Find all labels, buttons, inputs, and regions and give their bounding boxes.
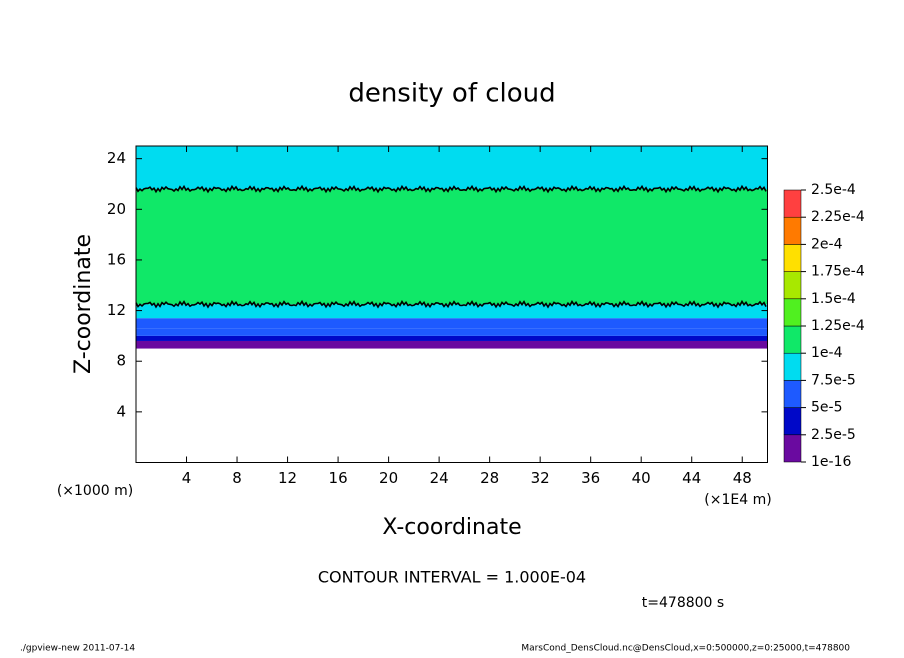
colorbar-label: 2.5e-5: [811, 427, 856, 443]
field-band: [136, 189, 768, 305]
field-band: [136, 304, 768, 319]
footer-right: MarsCond_DensCloud.nc@DensCloud,x=0:5000…: [521, 644, 850, 654]
colorbar-box: [783, 380, 802, 408]
x-axis-label: X-coordinate: [382, 515, 521, 540]
x-tick-label: 24: [430, 469, 449, 487]
field-band: [136, 146, 768, 190]
y-unit: (×1000 m): [57, 483, 133, 499]
colorbar-label: 1e-16: [811, 454, 851, 470]
colorbar-box: [783, 216, 802, 245]
contour-line: [135, 184, 767, 194]
field-band: [136, 318, 768, 329]
x-tick-label: 48: [733, 469, 752, 487]
x-tick-label: 36: [581, 469, 600, 487]
colorbar-box: [783, 189, 802, 218]
colorbar-label: 1.25e-4: [811, 318, 865, 334]
colorbar-box: [783, 298, 802, 327]
chart-title: density of cloud: [348, 79, 555, 109]
y-axis-label: Z-coordinate: [71, 234, 96, 374]
x-tick-label: 20: [379, 469, 398, 487]
colorbar-label: 2.25e-4: [811, 209, 865, 225]
field-band: [136, 335, 768, 341]
colorbar-label: 5e-5: [811, 400, 842, 416]
colorbar-label: 2.5e-4: [811, 182, 856, 198]
footer-left: ./gpview-new 2011-07-14: [20, 644, 135, 654]
y-tick-label: 4: [116, 402, 126, 420]
colorbar-box: [783, 271, 802, 300]
x-tick-label: 8: [232, 469, 242, 487]
x-tick-label: 32: [531, 469, 550, 487]
time-label: t=478800 s: [642, 595, 724, 611]
colorbar-label: 1.5e-4: [811, 291, 856, 307]
x-unit: (×1E4 m): [704, 492, 771, 508]
colorbar-label: 7.5e-5: [811, 372, 856, 388]
x-tick-label: 16: [329, 469, 348, 487]
contour-line: [135, 299, 767, 309]
colorbar-box: [783, 407, 802, 436]
colorbar-label: 1.75e-4: [811, 264, 865, 280]
colorbar-box: [783, 434, 802, 463]
y-tick-label: 8: [116, 352, 126, 370]
x-tick-label: 12: [278, 469, 297, 487]
colorbar-label: 1e-4: [811, 345, 843, 361]
y-tick-label: 16: [107, 250, 126, 268]
colorbar-label: 2e-4: [811, 236, 843, 252]
y-tick-label: 12: [107, 301, 126, 319]
colorbar-box: [783, 352, 802, 381]
y-tick-label: 24: [107, 149, 126, 167]
x-tick-label: 40: [632, 469, 651, 487]
x-tick-label: 28: [480, 469, 499, 487]
contour-note: CONTOUR INTERVAL = 1.000E-04: [318, 568, 586, 587]
plot-frame: [135, 145, 768, 463]
field-band: [136, 328, 768, 336]
y-tick-label: 20: [107, 200, 126, 218]
field-band: [136, 340, 768, 349]
colorbar-box: [783, 244, 802, 272]
x-tick-label: 4: [182, 469, 192, 487]
colorbar-box: [783, 325, 802, 354]
x-tick-label: 44: [682, 469, 701, 487]
